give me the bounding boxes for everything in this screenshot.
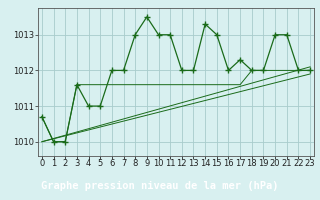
Text: Graphe pression niveau de la mer (hPa): Graphe pression niveau de la mer (hPa) bbox=[41, 181, 279, 191]
